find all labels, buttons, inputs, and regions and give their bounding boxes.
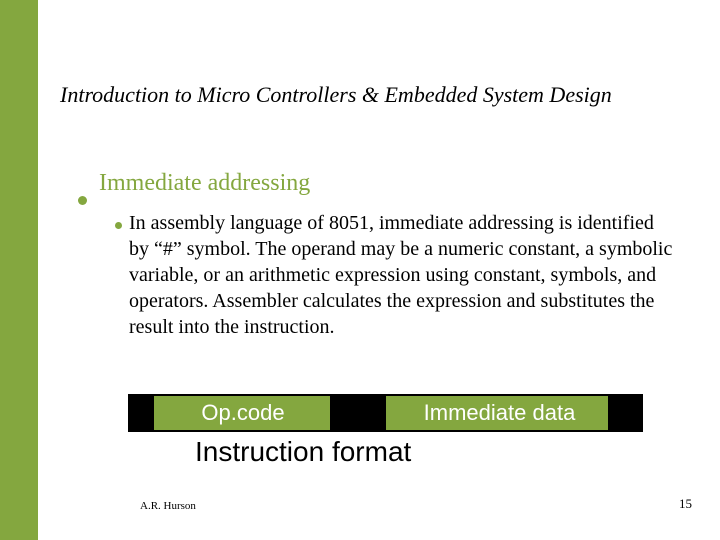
bullet-dot-icon (78, 196, 87, 205)
bullet-level1: Immediate addressing (78, 170, 310, 197)
opcode-box: Op.code (128, 394, 358, 432)
opcode-label: Op.code (201, 400, 284, 426)
heading-text: Immediate addressing (99, 170, 310, 196)
page-number: 15 (679, 496, 692, 512)
immediate-data-label: Immediate data (424, 400, 576, 426)
body-text: In assembly language of 8051, immediate … (129, 210, 675, 340)
page-title: Introduction to Micro Controllers & Embe… (60, 82, 612, 108)
bullet-level2: In assembly language of 8051, immediate … (115, 210, 675, 340)
accent-sidebar (0, 0, 38, 540)
bullet-dot-icon (115, 222, 122, 229)
immediate-data-box: Immediate data (358, 394, 643, 432)
diagram-caption: Instruction format (195, 436, 411, 468)
instruction-format-diagram: Op.code Immediate data (128, 394, 648, 434)
author-footer: A.R. Hurson (140, 500, 196, 512)
